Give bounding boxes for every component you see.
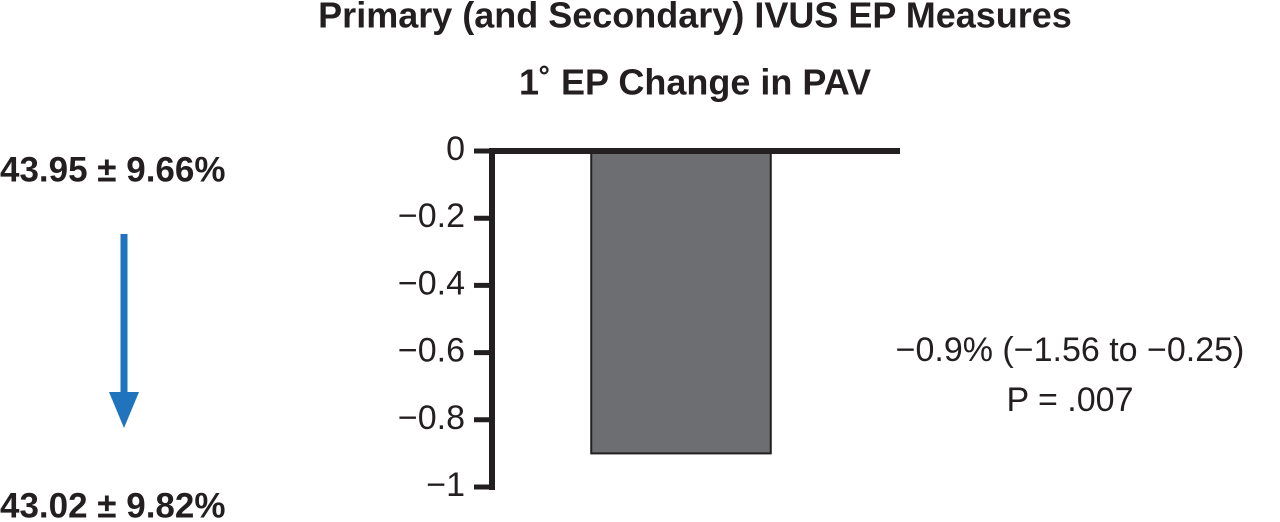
chart-subtitle: 1˚ EP Change in PAV <box>519 62 871 103</box>
y-tick-label: −0.4 <box>398 264 465 302</box>
y-tick-label: −0.2 <box>398 197 465 235</box>
followup-text: 43.02 ± 9.82% <box>0 486 225 522</box>
bar <box>590 150 772 455</box>
annotation: P = .007 <box>1007 381 1134 419</box>
arrow-head <box>109 392 139 428</box>
annotation: −0.9% (−1.56 to −0.25) <box>896 331 1245 369</box>
y-tick-label: 0 <box>446 130 465 168</box>
chart-title: Primary (and Secondary) IVUS EP Measures <box>318 0 1072 36</box>
y-tick-label: −0.8 <box>398 399 465 437</box>
baseline-text: 43.95 ± 9.66% <box>0 150 225 189</box>
y-tick-label: −0.6 <box>398 332 465 370</box>
y-tick-label: −1 <box>426 466 465 504</box>
